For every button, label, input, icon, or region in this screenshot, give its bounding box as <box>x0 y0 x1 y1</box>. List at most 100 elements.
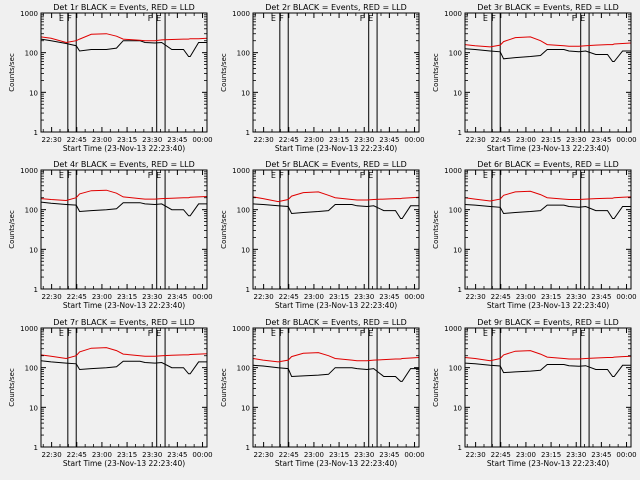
panel-title: Det 1r BLACK = Events, RED = LLD <box>53 3 195 12</box>
x-tick-label: 00:00 <box>616 293 636 301</box>
x-tick-label: 23:15 <box>117 136 137 144</box>
x-tick-label: 23:30 <box>354 293 374 301</box>
x-tick-label: 23:15 <box>329 293 349 301</box>
x-tick-label: 23:45 <box>379 136 399 144</box>
marker-label: E <box>368 14 373 23</box>
y-tick-label: 10 <box>241 89 250 97</box>
x-tick-label: 23:15 <box>329 451 349 459</box>
marker-label: F <box>491 14 496 23</box>
marker-label: F <box>360 14 365 23</box>
y-tick-label: 10 <box>453 89 462 97</box>
y-tick-label: 100 <box>237 50 250 58</box>
y-tick-label: 100 <box>237 365 250 373</box>
marker-label: E <box>156 14 161 23</box>
x-tick-label: 23:00 <box>92 136 112 144</box>
marker-label: F <box>360 329 365 338</box>
x-tick-label: 23:30 <box>142 136 162 144</box>
events-line <box>252 364 419 382</box>
x-tick-label: 00:00 <box>404 136 424 144</box>
x-tick-label: 23:15 <box>117 293 137 301</box>
y-tick-label: 10 <box>453 404 462 412</box>
marker-label: F <box>67 171 72 180</box>
x-tick-label: 23:15 <box>541 293 561 301</box>
events-line <box>252 203 419 219</box>
lld-line <box>40 33 208 44</box>
marker-label: E <box>271 171 276 180</box>
marker-label: F <box>67 14 72 23</box>
plot-frame <box>40 327 208 448</box>
x-tick-label: 23:30 <box>566 136 586 144</box>
y-tick-label: 1 <box>246 444 250 452</box>
x-tick-label: 22:45 <box>279 293 299 301</box>
x-tick-label: 23:30 <box>142 293 162 301</box>
marker-label: F <box>572 14 577 23</box>
y-tick-label: 1000 <box>20 167 38 175</box>
x-axis-label: Start Time (23-Nov-13 22:23:40) <box>487 144 609 153</box>
x-axis-label: Start Time (23-Nov-13 22:23:40) <box>275 144 397 153</box>
y-tick-label: 1000 <box>444 325 462 333</box>
plot-frame <box>464 169 632 290</box>
x-tick-label: 22:30 <box>466 293 486 301</box>
marker-label: F <box>148 14 153 23</box>
x-tick-label: 22:45 <box>67 136 87 144</box>
x-tick-label: 23:30 <box>566 451 586 459</box>
y-tick-label: 100 <box>237 207 250 215</box>
x-tick-label: 23:45 <box>379 293 399 301</box>
x-tick-label: 22:30 <box>42 136 62 144</box>
x-tick-label: 23:45 <box>379 451 399 459</box>
x-tick-label: 22:30 <box>254 293 274 301</box>
events-line <box>40 201 207 217</box>
plot-frame <box>40 12 208 133</box>
panel-title: Det 2r BLACK = Events, RED = LLD <box>265 3 407 12</box>
x-tick-label: 23:00 <box>516 136 536 144</box>
panel-title: Det 4r BLACK = Events, RED = LLD <box>53 160 195 169</box>
x-tick-label: 22:30 <box>254 136 274 144</box>
y-tick-label: 10 <box>241 404 250 412</box>
plot-frame <box>40 169 208 290</box>
x-tick-label: 22:45 <box>279 136 299 144</box>
x-tick-label: 23:15 <box>541 136 561 144</box>
y-tick-label: 1000 <box>232 167 250 175</box>
panel-title: Det 9r BLACK = Events, RED = LLD <box>477 318 619 327</box>
marker-label: E <box>59 14 64 23</box>
y-tick-label: 1 <box>458 444 462 452</box>
x-tick-label: 23:45 <box>167 136 187 144</box>
y-tick-label: 100 <box>449 365 462 373</box>
x-tick-label: 23:00 <box>304 293 324 301</box>
x-tick-label: 22:45 <box>67 451 87 459</box>
y-tick-label: 1 <box>34 286 38 294</box>
marker-label: E <box>271 329 276 338</box>
marker-label: F <box>148 171 153 180</box>
y-tick-label: 1 <box>34 129 38 137</box>
x-tick-label: 23:00 <box>92 451 112 459</box>
x-tick-label: 23:45 <box>167 451 187 459</box>
x-axis-label: Start Time (23-Nov-13 22:23:40) <box>63 144 185 153</box>
lld-line <box>464 36 632 48</box>
y-tick-label: 10 <box>453 246 462 254</box>
x-axis-label: Start Time (23-Nov-13 22:23:40) <box>63 301 185 310</box>
y-axis-label: Counts/sec <box>220 368 228 407</box>
y-axis-label: Counts/sec <box>220 53 228 92</box>
y-axis-label: Counts/sec <box>8 53 16 92</box>
x-tick-label: 23:45 <box>167 293 187 301</box>
x-tick-label: 22:45 <box>491 451 511 459</box>
y-tick-label: 1000 <box>20 325 38 333</box>
marker-label: F <box>279 329 284 338</box>
y-axis-label: Counts/sec <box>220 210 228 249</box>
x-tick-label: 00:00 <box>404 293 424 301</box>
x-tick-label: 22:30 <box>466 451 486 459</box>
x-tick-label: 23:15 <box>541 451 561 459</box>
marker-label: F <box>572 171 577 180</box>
x-tick-label: 22:30 <box>42 293 62 301</box>
x-tick-label: 23:45 <box>591 451 611 459</box>
x-tick-label: 23:00 <box>516 293 536 301</box>
plot-frame <box>464 12 632 133</box>
x-tick-label: 23:15 <box>117 451 137 459</box>
marker-label: F <box>360 171 365 180</box>
